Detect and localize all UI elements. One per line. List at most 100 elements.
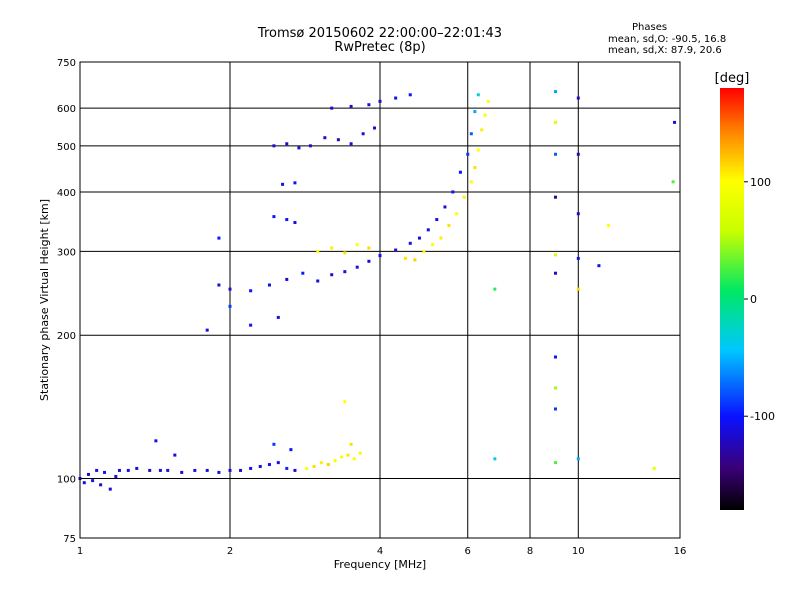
data-point	[272, 442, 276, 446]
data-point	[297, 146, 301, 150]
data-point	[476, 93, 480, 97]
data-point	[367, 246, 371, 250]
data-point	[455, 212, 459, 216]
data-point	[349, 104, 353, 108]
data-point	[343, 270, 347, 274]
x-tick-label: 8	[527, 546, 533, 557]
data-point	[154, 439, 158, 443]
data-point	[426, 228, 430, 232]
data-point	[473, 110, 477, 114]
colorbar-tick-labels: 100 0 -100	[744, 176, 775, 423]
data-point	[276, 315, 280, 319]
data-point	[281, 182, 285, 186]
data-point	[439, 236, 443, 240]
data-point	[343, 400, 347, 404]
data-point	[289, 448, 293, 452]
data-point	[308, 144, 312, 148]
x-tick-label: 10	[572, 546, 585, 557]
colorbar-tick-label: -100	[750, 410, 775, 423]
y-tick-label: 500	[57, 142, 76, 153]
plot-frame	[79, 61, 681, 539]
data-point	[576, 287, 580, 291]
data-point	[553, 152, 557, 156]
data-point	[330, 273, 334, 277]
data-point	[166, 468, 170, 472]
data-point	[267, 463, 271, 467]
x-tick-label: 2	[227, 546, 233, 557]
data-point	[417, 236, 421, 240]
data-point	[217, 470, 221, 474]
data-point	[333, 459, 337, 463]
data-point	[108, 487, 112, 491]
data-point	[285, 142, 289, 146]
colorbar-tick-label: 100	[750, 176, 771, 189]
data-point	[258, 464, 262, 468]
data-point	[126, 468, 130, 472]
data-point	[267, 283, 271, 287]
data-point	[607, 224, 611, 228]
data-point	[469, 132, 473, 136]
data-point	[239, 468, 243, 472]
data-point	[343, 251, 347, 255]
data-point	[480, 128, 484, 132]
data-point	[148, 468, 152, 472]
x-tick-label: 16	[674, 546, 687, 557]
data-point	[373, 126, 377, 130]
data-point	[217, 236, 221, 240]
data-point	[326, 463, 330, 467]
data-point	[413, 258, 417, 262]
data-point	[576, 96, 580, 100]
data-point	[228, 304, 232, 308]
x-axis-label: Frequency [MHz]	[334, 558, 426, 571]
data-point	[447, 224, 451, 228]
data-point	[349, 142, 353, 146]
data-point	[576, 457, 580, 461]
data-point	[403, 256, 407, 260]
data-point	[276, 461, 280, 465]
x-tick-labels: 1 2 4 6 8 10 16	[77, 546, 687, 557]
data-point	[576, 212, 580, 216]
data-point	[293, 181, 297, 185]
data-point	[367, 259, 371, 263]
y-axis-label: Stationary phase Virtual Height [km]	[38, 199, 51, 401]
data-point	[103, 470, 107, 474]
data-point	[553, 120, 557, 124]
data-point	[493, 287, 497, 291]
data-point	[312, 464, 316, 468]
data-point	[95, 468, 99, 472]
colorbar-tick-label: 0	[750, 293, 757, 306]
chart-subtitle: RwPretec (8p)	[334, 40, 426, 55]
data-point	[431, 243, 435, 247]
y-tick-label: 100	[57, 475, 76, 486]
data-point	[576, 256, 580, 260]
data-point	[394, 96, 398, 100]
data-point	[476, 148, 480, 152]
data-point	[378, 254, 382, 258]
data-point	[553, 407, 557, 411]
data-point	[91, 479, 95, 483]
data-point	[493, 457, 497, 461]
y-tick-label: 600	[57, 104, 76, 115]
data-point	[469, 180, 473, 184]
data-point	[553, 90, 557, 94]
data-point	[330, 106, 334, 110]
data-point	[173, 453, 177, 457]
data-point	[462, 195, 466, 199]
x-tick-label: 4	[377, 546, 383, 557]
data-point	[293, 468, 297, 472]
data-point	[671, 180, 675, 184]
data-point	[435, 218, 439, 222]
data-point	[466, 152, 470, 156]
data-point	[553, 461, 557, 465]
data-point	[340, 455, 344, 459]
y-tick-label: 75	[63, 534, 76, 545]
data-point	[367, 103, 371, 107]
grid-lines	[80, 62, 680, 538]
x-tick-label: 1	[77, 546, 83, 557]
data-point	[355, 265, 359, 269]
data-point	[117, 468, 121, 472]
data-point	[272, 144, 276, 148]
data-point	[597, 264, 601, 268]
data-point	[285, 218, 289, 222]
data-points	[78, 90, 677, 491]
